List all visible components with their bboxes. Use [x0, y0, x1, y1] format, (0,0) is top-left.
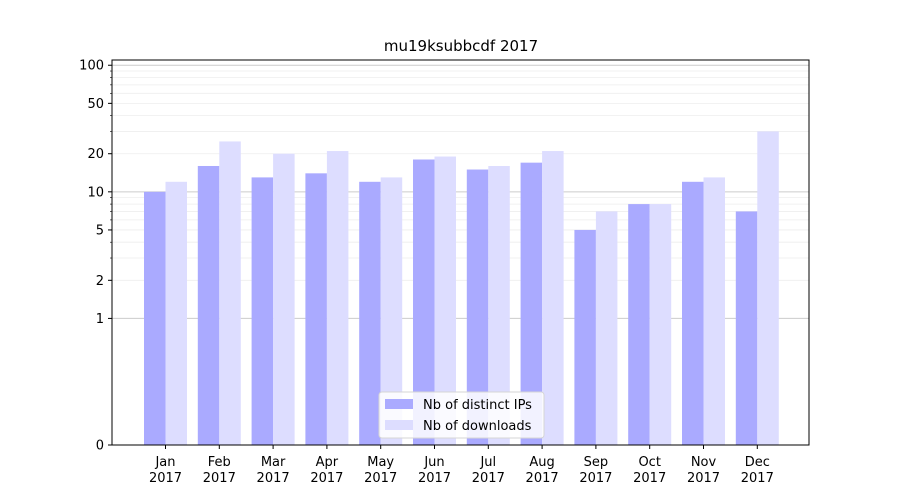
bar — [520, 162, 543, 445]
legend-swatch — [385, 420, 413, 430]
x-tick-label: May 2017 — [364, 455, 397, 486]
y-tick-label: 5 — [96, 223, 104, 238]
x-tick-label: Oct 2017 — [633, 455, 666, 486]
bar — [144, 191, 166, 445]
bar — [574, 229, 596, 445]
bar — [219, 141, 241, 445]
y-tick-label: 1 — [96, 312, 104, 327]
x-tick-label: Apr 2017 — [310, 455, 343, 486]
bar — [595, 211, 618, 445]
y-tick-label: 100 — [79, 59, 104, 74]
y-tick-label: 20 — [87, 147, 104, 162]
legend: Nb of distinct IPs Nb of downloads — [378, 391, 545, 439]
y-tick-label: 10 — [87, 185, 104, 200]
bars — [144, 131, 779, 446]
bar — [682, 181, 704, 445]
bar — [434, 156, 456, 446]
x-tick-label: Nov 2017 — [687, 455, 720, 486]
x-tick-label: Aug 2017 — [526, 455, 559, 486]
legend-swatch — [385, 399, 413, 409]
y-tick-label: 2 — [96, 274, 104, 289]
bar — [305, 173, 327, 445]
bar — [413, 159, 435, 445]
bar — [359, 181, 381, 445]
y-tick-label: 0 — [96, 439, 104, 454]
legend-box — [378, 391, 545, 439]
bar — [542, 151, 564, 445]
bar — [326, 151, 349, 445]
y-tick-label: 50 — [87, 97, 104, 112]
bar — [251, 177, 274, 446]
bar — [380, 177, 403, 446]
bar — [628, 204, 650, 445]
legend-label: Nb of distinct IPs — [423, 398, 532, 413]
bar — [273, 153, 295, 446]
y-axis: 0 1 2 5 10 20 50 100 — [79, 59, 112, 454]
plot-area-frame — [111, 59, 810, 446]
bar — [197, 165, 220, 446]
legend-label: Nb of downloads — [423, 419, 532, 434]
bar — [488, 165, 510, 446]
bar — [649, 204, 672, 445]
x-axis: Jan 2017 Feb 2017 Mar 2017 Apr 2017 May 2017 Jun 20… — [149, 445, 774, 486]
x-tick-label: Jan 2017 — [149, 455, 182, 486]
bar — [757, 131, 779, 445]
bar — [735, 211, 758, 445]
x-tick-label: Jun 2017 — [418, 455, 451, 486]
x-tick-label: Jul 2017 — [472, 455, 505, 486]
bar — [165, 181, 187, 445]
bar — [703, 177, 725, 446]
chart-title: mu19ksubbcdf 2017 — [384, 37, 538, 55]
x-tick-label: Dec 2017 — [741, 455, 774, 486]
x-tick-label: Feb 2017 — [203, 455, 236, 486]
x-tick-label: Sep 2017 — [579, 455, 612, 486]
bar — [466, 169, 489, 445]
x-tick-label: Mar 2017 — [257, 455, 290, 486]
